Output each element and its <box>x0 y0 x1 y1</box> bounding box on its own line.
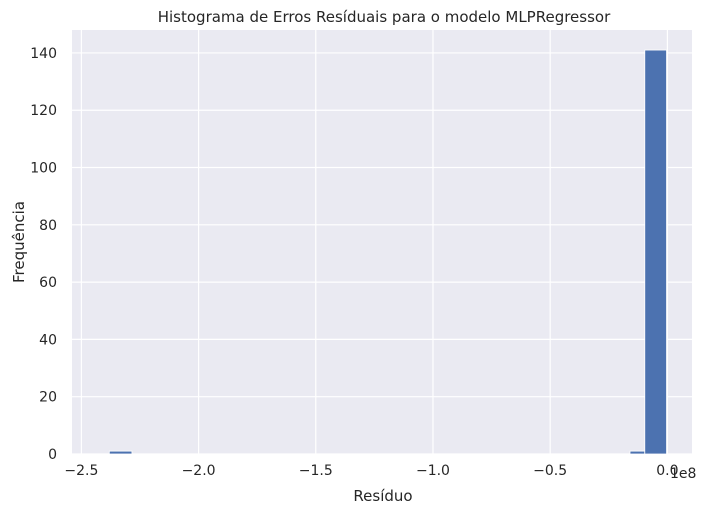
x-tick-label: −2.5 <box>64 463 98 479</box>
histogram-bars <box>108 49 667 455</box>
x-axis-label: Resíduo <box>353 487 412 505</box>
x-tick-label: −2.0 <box>182 463 216 479</box>
histogram-bar <box>644 49 667 455</box>
y-axis-label: Frequência <box>10 201 28 283</box>
y-tick-label: 80 <box>39 218 57 234</box>
y-tick-label: 140 <box>30 46 57 62</box>
x-tick-label: −1.5 <box>299 463 333 479</box>
y-tick-label: 120 <box>30 103 57 119</box>
chart-title: Histograma de Erros Resíduais para o mod… <box>158 8 611 26</box>
x-tick-label: −1.0 <box>416 463 450 479</box>
y-tick-label: 0 <box>48 447 57 463</box>
y-tick-labels: 0 20 40 60 80 100 120 140 <box>30 46 57 463</box>
y-tick-label: 20 <box>39 390 57 406</box>
x-gridlines <box>80 30 668 454</box>
x-axis-offset-label: 1e8 <box>670 466 696 482</box>
y-tick-label: 60 <box>39 275 57 291</box>
x-tick-labels: −2.5 −2.0 −1.5 −1.0 −0.5 0.0 <box>64 463 678 479</box>
y-tick-label: 100 <box>30 161 57 177</box>
x-tick-label: −0.5 <box>533 463 567 479</box>
plot-area <box>72 30 692 454</box>
y-tick-label: 40 <box>39 332 57 348</box>
histogram-bar <box>629 450 646 455</box>
y-gridlines <box>72 52 692 455</box>
histogram-bar <box>108 450 133 455</box>
x-tick-label: 0.0 <box>656 463 678 479</box>
